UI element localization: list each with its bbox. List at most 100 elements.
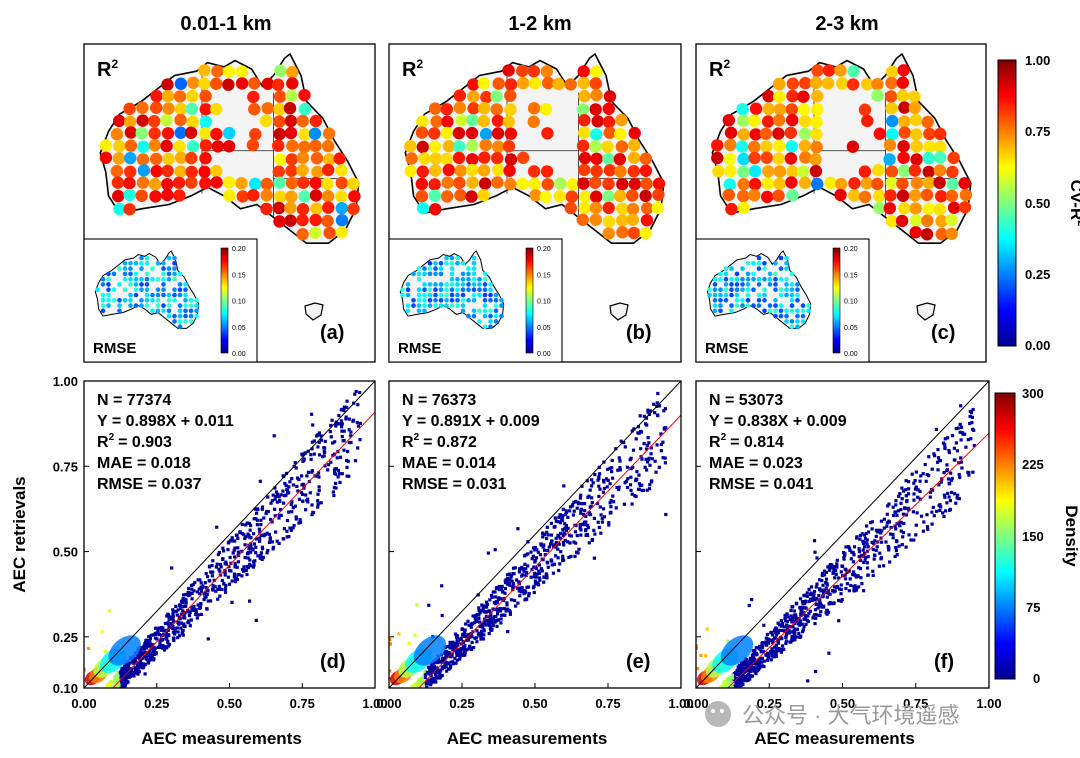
stat-r2: R2 = 0.814: [709, 432, 784, 451]
density-colorbar-tick: 150: [1022, 529, 1044, 544]
inset-colorbar-tick: 0.20: [844, 246, 858, 253]
stat-r2: R2 = 0.903: [97, 432, 172, 451]
stat-line: RMSE = 0.037: [97, 476, 202, 493]
density-colorbar: 300 225 150 75 0 Density: [994, 386, 1080, 686]
density-points: [696, 404, 976, 688]
panel-label: (f): [934, 651, 954, 673]
x-tick-label: 0.75: [903, 696, 928, 711]
rmse-inset: RMSE 0.20 0.15 0.10 0.05 0.00: [695, 238, 870, 363]
density-colorbar-tick: 75: [1026, 600, 1040, 615]
cv-colorbar-tick: 0.00: [1025, 338, 1050, 353]
r2-label-sup: 2: [723, 57, 730, 71]
inset-colorbar-tick: 0.10: [232, 299, 246, 306]
stat-r2-value: = 0.872: [423, 434, 477, 451]
inset-colorbar-tick: 0.15: [537, 272, 551, 279]
stat-r2-symbol: R: [709, 434, 721, 451]
stat-r2-symbol: R: [97, 434, 109, 451]
x-tick-label: 1.00: [362, 696, 387, 711]
stat-r2-sup: 2: [721, 432, 727, 443]
r2-site-dots: [404, 64, 666, 240]
x-tick-label: 1.00: [976, 696, 1001, 711]
rmse-label: RMSE: [398, 340, 441, 357]
r2-label-sup: 2: [416, 57, 423, 71]
scatter-panel-3: 0.00 0.25 0.50 0.75 1.00 AEC measurements N = …: [683, 380, 1002, 748]
r2-label: R2: [709, 57, 730, 81]
density-colorbar-tick: 300: [1022, 386, 1044, 401]
density-colorbar-tick: 0: [1033, 671, 1040, 686]
r2-label-main: R: [97, 59, 112, 81]
stat-r2: R2 = 0.872: [402, 432, 477, 451]
stat-line: MAE = 0.018: [97, 455, 191, 472]
x-tick-label: 0.25: [449, 696, 474, 711]
inset-colorbar-tick: 0.05: [537, 325, 551, 332]
scatter-panel-1: 0.00 0.25 0.50 0.75 1.00 0.10 0.25 0.50 0.75 1.00…: [10, 374, 388, 748]
density-colorbar-tick: 225: [1022, 457, 1044, 472]
y-tick-label: 0.75: [53, 459, 78, 474]
scatter-panel-2: 0.00 0.25 0.50 0.75 1.00 AEC measurements N = …: [376, 380, 694, 748]
fit-line: [418, 414, 681, 688]
column-title-3: 2-3 km: [815, 13, 878, 35]
x-tick-label: 0.50: [522, 696, 547, 711]
tasmania-outline: [609, 302, 629, 321]
cv-colorbar-tick: 1.00: [1025, 53, 1050, 68]
inset-colorbar-tick: 0.20: [232, 246, 246, 253]
y-tick-label: 1.00: [53, 374, 78, 389]
fit-line: [727, 432, 989, 688]
stat-r2-symbol: R: [402, 434, 414, 451]
panel-label: (c): [931, 322, 955, 344]
cv-colorbar-title-sup: 2: [1075, 220, 1080, 226]
column-title-1: 0.01-1 km: [180, 13, 271, 35]
rmse-inset: RMSE 0.20 0.15 0.10 0.05 0.00: [83, 238, 258, 363]
rmse-inset: RMSE 0.20 0.15 0.10 0.05 0.00: [388, 238, 563, 363]
cv-colorbar-title: CV-R2: [1067, 180, 1080, 227]
stat-r2-value: = 0.903: [118, 434, 172, 451]
x-tick-label: 0.75: [595, 696, 620, 711]
one-to-one-line: [84, 381, 375, 688]
inset-colorbar-tick: 0.15: [844, 272, 858, 279]
inset-colorbar-tick: 0.00: [844, 351, 858, 358]
r2-site-dots: [99, 64, 361, 241]
tasmania-outline: [916, 302, 936, 321]
wechat-icon: [705, 701, 731, 727]
watermark-text: 公众号 · 大气环境遥感: [742, 703, 960, 728]
column-title-2: 1-2 km: [508, 13, 571, 35]
x-axis-title: AEC measurements: [141, 729, 302, 748]
inset-colorbar-tick: 0.10: [537, 299, 551, 306]
panel-label: (d): [320, 651, 346, 673]
one-to-one-line: [389, 381, 681, 688]
r2-site-dots: [711, 64, 973, 241]
rmse-label: RMSE: [93, 340, 136, 357]
stat-line: Y = 0.898X + 0.011: [97, 413, 234, 430]
x-tick-label: 0.25: [757, 696, 782, 711]
cv-colorbar-title-main: CV-R: [1067, 180, 1080, 221]
cv-colorbar-tick: 0.50: [1025, 196, 1050, 211]
density-colorbar-title: Density: [1062, 505, 1080, 567]
x-axis-title: AEC measurements: [447, 729, 608, 748]
x-tick-label: 1.00: [668, 696, 693, 711]
y-tick-label: 0.25: [53, 630, 78, 645]
y-axis-title: AEC retrievals: [10, 476, 29, 592]
stat-line: MAE = 0.014: [402, 455, 496, 472]
r2-label-main: R: [709, 59, 724, 81]
inset-colorbar-tick: 0.05: [844, 325, 858, 332]
r2-label: R2: [402, 57, 423, 81]
rmse-label: RMSE: [705, 340, 748, 357]
stat-line: N = 77374: [97, 392, 171, 409]
watermark: 公众号 · 大气环境遥感: [705, 701, 960, 728]
fit-line: [112, 411, 375, 688]
x-tick-label: 0.50: [830, 696, 855, 711]
stat-line: Y = 0.891X + 0.009: [402, 413, 540, 430]
cv-r2-colorbar: 1.00 0.75 0.50 0.25 0.00 CV-R2: [997, 53, 1080, 353]
inset-colorbar-tick: 0.15: [232, 272, 246, 279]
r2-label-sup: 2: [111, 57, 118, 71]
inset-colorbar-tick: 0.00: [232, 351, 246, 358]
inset-colorbar-tick: 0.00: [537, 351, 551, 358]
x-tick-label: 0.75: [290, 696, 315, 711]
panel-label: (a): [320, 322, 344, 344]
stat-line: N = 53073: [709, 392, 783, 409]
inset-colorbar-tick: 0.20: [537, 246, 551, 253]
x-axis-title: AEC measurements: [754, 729, 915, 748]
inset-colorbar-tick: 0.10: [844, 299, 858, 306]
one-to-one-line: [696, 381, 989, 688]
map-panel-a: R2 RMSE 0.20 0.15 0.10 0.05 0.00 (a): [83, 43, 376, 363]
